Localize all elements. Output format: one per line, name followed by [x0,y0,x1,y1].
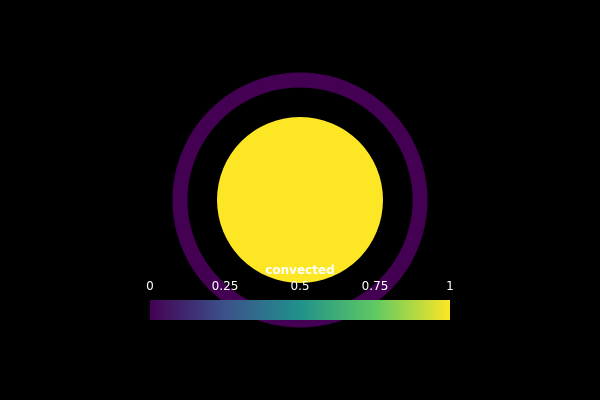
colorbar [150,300,450,320]
colorbar-tick-label: 0 [146,279,154,293]
colorbar-tick-label: 0.75 [361,279,389,293]
colorbar-tick-label: 0.5 [290,279,310,293]
outer-ring [172,72,428,328]
colorbar-tick-label: 0.25 [211,279,239,293]
colorbar-title: convected [265,263,335,277]
colorbar-tick-label: 1 [446,279,454,293]
inner-disk [217,117,383,283]
